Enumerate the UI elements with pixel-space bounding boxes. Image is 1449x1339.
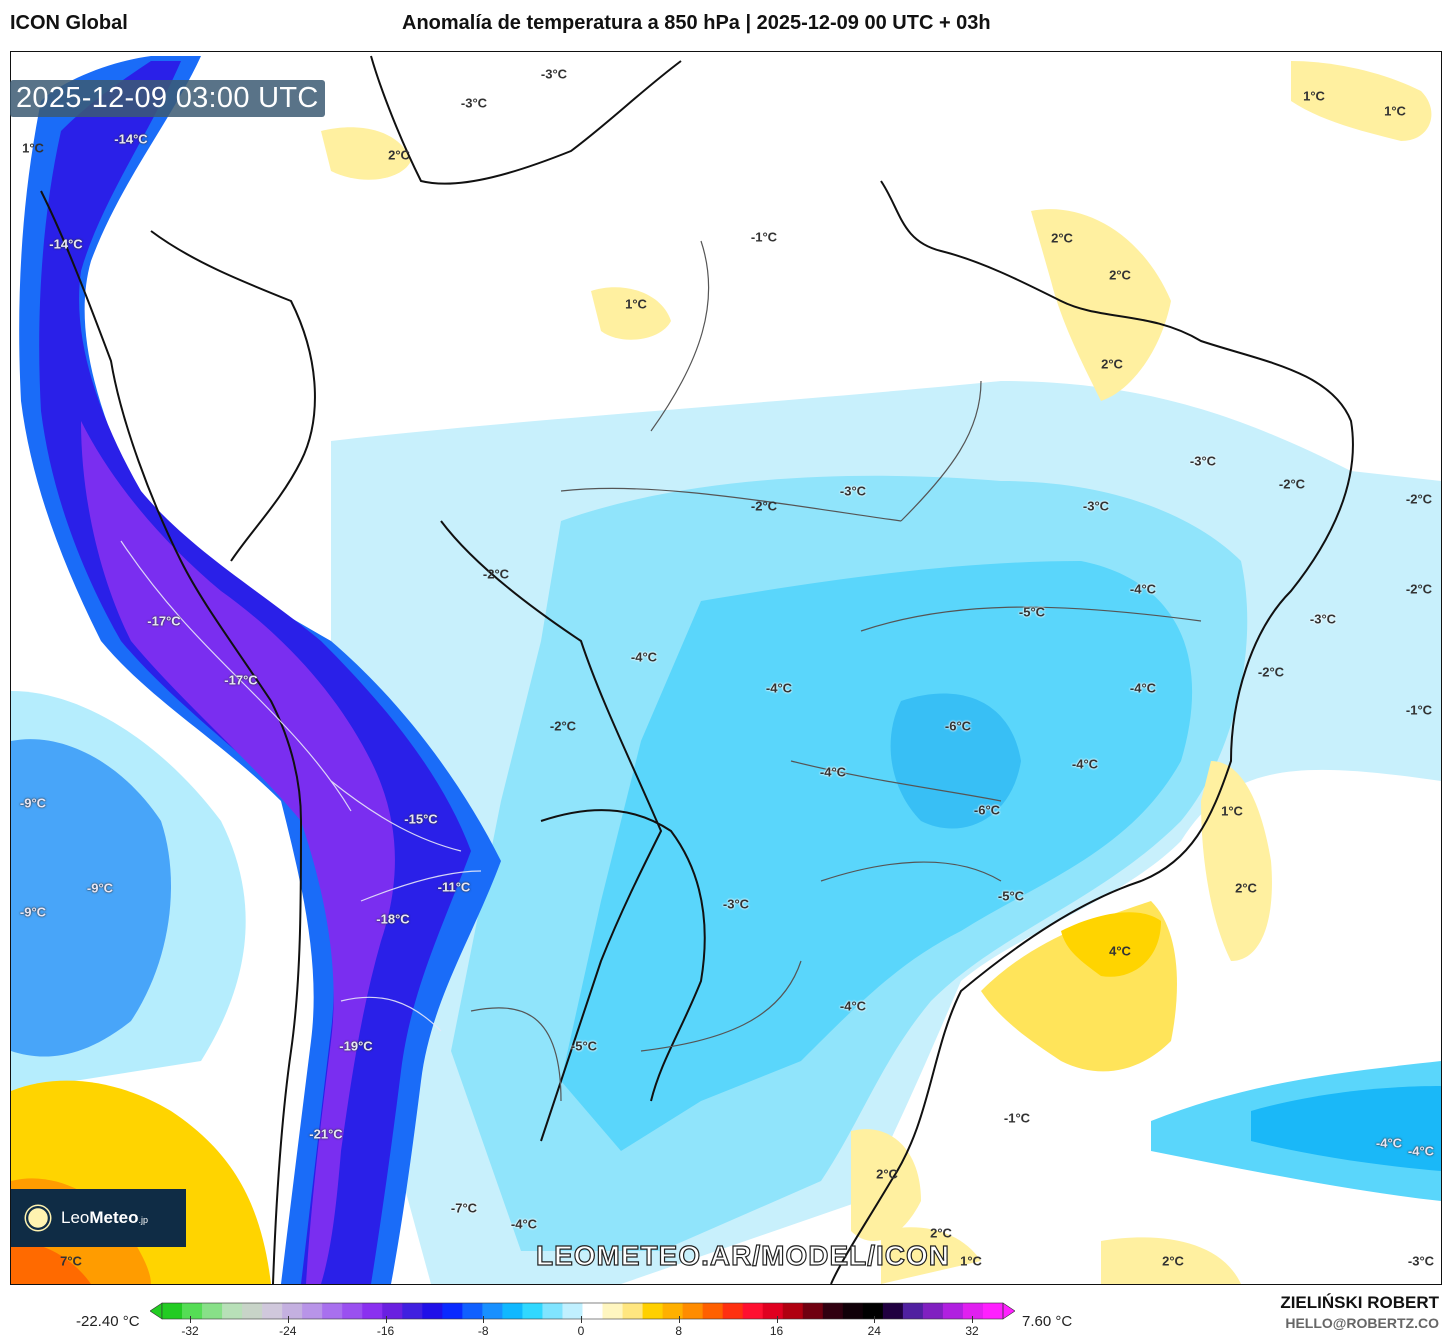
- contour-label: -19°C: [339, 1038, 373, 1054]
- contour-label: -3°C: [540, 66, 568, 82]
- contour-label: -18°C: [376, 911, 410, 927]
- contour-label: -4°C: [819, 764, 847, 780]
- contour-label: -4°C: [839, 998, 867, 1014]
- valid-time-badge: 2025-12-09 03:00 UTC: [10, 80, 325, 117]
- contour-label: -14°C: [49, 236, 83, 252]
- contour-label: 2°C: [1101, 356, 1123, 372]
- contour-label: -17°C: [224, 672, 258, 688]
- contour-label: -4°C: [510, 1216, 538, 1232]
- contour-label: -15°C: [404, 811, 438, 827]
- contour-label: -2°C: [1405, 491, 1433, 507]
- colorbar-tick-label: -8: [477, 1324, 489, 1338]
- contour-label: -3°C: [1189, 453, 1217, 469]
- contour-label: 7°C: [60, 1253, 82, 1269]
- contour-label: -9°C: [19, 795, 47, 811]
- contour-label: -2°C: [750, 498, 778, 514]
- colorbar-tick-mark: [776, 1316, 778, 1323]
- contour-label: -1°C: [750, 229, 778, 245]
- contour-label: -5°C: [570, 1038, 598, 1054]
- map-graphic: [11, 52, 1441, 1284]
- contour-label: -3°C: [460, 95, 488, 111]
- author-email: HELLO@ROBERTZ.CO: [1285, 1315, 1439, 1331]
- contour-label: -1°C: [1003, 1110, 1031, 1126]
- colorbar-tick-label: -24: [279, 1324, 297, 1338]
- colorbar-max-label: 7.60 °C: [1022, 1313, 1073, 1330]
- contour-label: 1°C: [1384, 103, 1406, 119]
- contour-label: -2°C: [482, 566, 510, 582]
- contour-label: 2°C: [1235, 880, 1257, 896]
- contour-label: -2°C: [1257, 664, 1285, 680]
- contour-label: -5°C: [1018, 604, 1046, 620]
- contour-label: -21°C: [309, 1126, 343, 1142]
- colorbar-tick-label: 16: [769, 1324, 784, 1338]
- colorbar-tick-label: 24: [867, 1324, 881, 1338]
- colorbar-tick-mark: [287, 1316, 289, 1323]
- colorbar-tick-label: -32: [181, 1324, 199, 1338]
- contour-label: -6°C: [944, 718, 972, 734]
- contour-label: 4°C: [1109, 943, 1131, 959]
- contour-label: 2°C: [388, 147, 410, 163]
- contour-label: 1°C: [960, 1253, 982, 1269]
- temperature-anomaly-map: 1°C -14°C -14°C 2°C -3°C -3°C 1°C 1°C -1°C 1°C 2°C…: [10, 51, 1442, 1285]
- colorbar-tick-mark: [190, 1316, 191, 1323]
- contour-label: -4°C: [1407, 1143, 1435, 1159]
- source-watermark: LEOMETEO.AR/MODEL/ICON: [535, 1239, 950, 1271]
- contour-label: -2°C: [1405, 581, 1433, 597]
- contour-label: 1°C: [22, 140, 44, 156]
- colorbar-tick-mark: [483, 1316, 485, 1323]
- colorbar-tick-label: -16: [376, 1324, 395, 1338]
- contour-label: -4°C: [630, 649, 658, 665]
- contour-label: 2°C: [930, 1225, 952, 1241]
- contour-label: -4°C: [1375, 1135, 1403, 1151]
- contour-label: -3°C: [839, 483, 867, 499]
- colorbar: -32 -24 -16 -8 0 8 16 24 32: [149, 1302, 1016, 1338]
- contour-label: -3°C: [1082, 498, 1110, 514]
- colorbar-tick-mark: [385, 1316, 387, 1323]
- contour-label: 1°C: [1303, 88, 1325, 104]
- model-name: ICON Global: [10, 12, 128, 34]
- author-name: ZIELIŃSKI ROBERT: [1280, 1293, 1439, 1312]
- contour-label: -9°C: [19, 904, 47, 920]
- logo-text: LeoMeteo.jp: [61, 1208, 149, 1227]
- contour-label: -4°C: [765, 680, 793, 696]
- contour-label: -3°C: [1309, 611, 1337, 627]
- contour-label: -4°C: [1129, 581, 1157, 597]
- colorbar-gradient: [149, 1302, 1016, 1320]
- contour-label: 2°C: [876, 1166, 898, 1182]
- colorbar-tick-label: 32: [965, 1324, 979, 1338]
- colorbar-tick-mark: [874, 1316, 876, 1323]
- contour-label: -17°C: [147, 613, 181, 629]
- sun-icon: [28, 1208, 48, 1228]
- contour-label: -14°C: [114, 131, 148, 147]
- contour-label: -1°C: [1405, 702, 1433, 718]
- contour-label: 1°C: [625, 296, 647, 312]
- contour-label: -9°C: [86, 880, 114, 896]
- colorbar-tick-mark: [972, 1316, 973, 1323]
- colorbar-tick-mark: [581, 1316, 582, 1323]
- contour-label: -3°C: [722, 896, 750, 912]
- chart-title: Anomalía de temperatura a 850 hPa | 2025…: [402, 12, 991, 34]
- contour-label: 2°C: [1162, 1253, 1184, 1269]
- contour-label: -2°C: [549, 718, 577, 734]
- contour-label: -7°C: [450, 1200, 478, 1216]
- contour-label: 2°C: [1109, 267, 1131, 283]
- contour-label: -6°C: [973, 802, 1001, 818]
- colorbar-tick-label: 8: [675, 1324, 683, 1338]
- contour-label: -3°C: [1407, 1253, 1435, 1269]
- contour-label: -5°C: [997, 888, 1025, 904]
- colorbar-tick-mark: [678, 1316, 680, 1323]
- contour-label: 1°C: [1221, 803, 1243, 819]
- contour-label: 2°C: [1051, 230, 1073, 246]
- colorbar-tick-label: 0: [577, 1324, 585, 1338]
- leometeo-logo: LeoMeteo.jp: [11, 1189, 186, 1247]
- contour-label: -11°C: [437, 879, 471, 895]
- colorbar-min-label: -22.40 °C: [76, 1313, 140, 1330]
- contour-label: -4°C: [1129, 680, 1157, 696]
- contour-label: -2°C: [1278, 476, 1306, 492]
- contour-label: -4°C: [1071, 756, 1099, 772]
